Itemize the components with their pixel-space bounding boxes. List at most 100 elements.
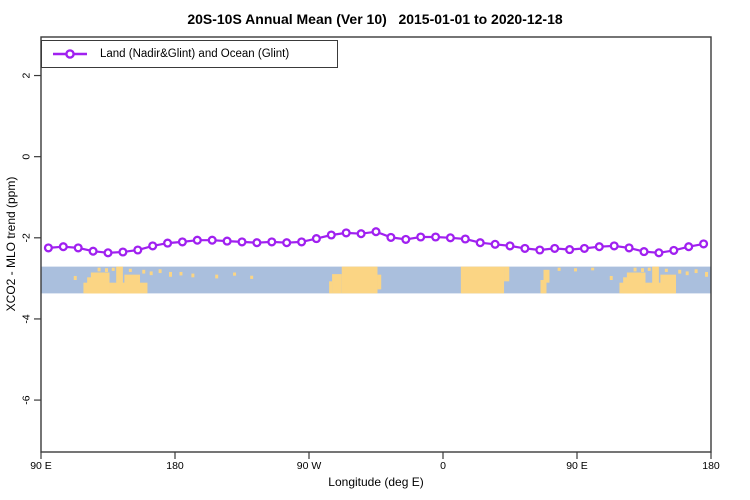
series-marker <box>222 236 232 246</box>
series-marker <box>148 241 158 251</box>
series-marker <box>326 230 336 240</box>
map-land-patch <box>694 269 698 274</box>
map-land-patch <box>142 269 146 274</box>
series-marker <box>371 227 381 237</box>
map-land-patch <box>633 267 637 272</box>
y-tick-label: 0 <box>21 154 33 160</box>
plot-border <box>40 36 712 453</box>
y-tick-label: -4 <box>21 314 33 323</box>
map-land-patch <box>332 274 342 294</box>
map-land-patch <box>124 274 141 294</box>
series-marker <box>609 241 619 251</box>
series-marker <box>431 232 441 242</box>
x-tick-label: 90 E <box>566 460 588 472</box>
map-land-patch <box>557 267 561 271</box>
series-marker <box>699 239 709 249</box>
series-marker <box>460 234 470 244</box>
y-tick-label: 2 <box>21 72 33 78</box>
series-marker <box>297 237 307 247</box>
series-marker <box>282 238 292 248</box>
map-land-patch <box>678 269 682 274</box>
series-marker <box>207 235 217 245</box>
series-marker <box>505 241 515 251</box>
series-marker <box>252 238 262 248</box>
map-strip <box>41 266 711 294</box>
map-land-patch <box>105 268 108 272</box>
map-land-patch <box>191 273 195 278</box>
map-land-patch <box>660 274 677 294</box>
map-land-patch <box>149 271 153 276</box>
series-marker <box>267 237 277 247</box>
series-marker <box>356 229 366 239</box>
series-marker <box>341 228 351 238</box>
map-land-patch <box>705 271 709 277</box>
map-land-patch <box>179 271 183 276</box>
map-land-patch <box>626 272 646 294</box>
map-land-patch <box>83 282 148 294</box>
legend-box: Land (Nadir&Glint) and Ocean (Glint) <box>41 40 338 68</box>
series-marker <box>684 242 694 252</box>
legend-label: Land (Nadir&Glint) and Ocean (Glint) <box>100 48 290 60</box>
map-land-patch <box>329 281 333 294</box>
map-land-patch <box>574 268 577 272</box>
series-marker <box>237 237 247 247</box>
map-land-patch <box>543 269 550 283</box>
series-marker <box>192 235 202 245</box>
series-marker <box>401 234 411 244</box>
series-marker <box>73 243 83 253</box>
series-marker <box>311 234 321 244</box>
map-land-patch <box>250 275 254 279</box>
series-marker <box>535 245 545 255</box>
map-land-patch <box>652 266 659 294</box>
map-land-patch <box>233 272 237 276</box>
series-marker <box>579 243 589 253</box>
series-marker <box>624 243 634 253</box>
series-marker <box>103 248 113 258</box>
map-land-patch <box>158 269 162 274</box>
series-marker <box>88 246 98 256</box>
map-land-patch <box>111 267 115 271</box>
x-tick-label: 90 E <box>30 460 52 472</box>
map-land-patch <box>460 266 505 294</box>
map-land-patch <box>641 268 644 272</box>
series-marker <box>43 243 53 253</box>
series-marker <box>133 245 143 255</box>
map-land-patch <box>609 275 613 280</box>
series-marker <box>386 232 396 242</box>
series-marker <box>416 232 426 242</box>
series-marker <box>177 237 187 247</box>
map-land-patch <box>215 274 219 279</box>
x-tick-label: 180 <box>702 460 720 472</box>
y-tick-label: -2 <box>21 233 33 242</box>
map-land-patch <box>128 268 132 272</box>
map-land-patch <box>169 271 173 277</box>
series-marker <box>639 247 649 257</box>
map-land-patch <box>504 266 510 282</box>
x-axis-title: Longitude (deg E) <box>328 475 424 489</box>
map-land-patch <box>116 266 123 294</box>
x-tick-label: 180 <box>166 460 184 472</box>
series-marker <box>565 245 575 255</box>
map-land-patch <box>90 272 110 294</box>
series-marker <box>445 233 455 243</box>
series-marker <box>669 245 679 255</box>
map-land-patch <box>664 268 668 272</box>
map-land-patch <box>73 275 77 280</box>
legend-line-marker-icon <box>53 49 87 59</box>
map-land-patch <box>341 266 378 294</box>
series-marker <box>654 248 664 258</box>
series-marker <box>58 242 68 252</box>
map-land-patch <box>97 267 101 272</box>
data-series <box>43 227 709 258</box>
x-tick-label: 90 W <box>297 460 322 472</box>
series-marker <box>490 239 500 249</box>
series-marker <box>163 238 173 248</box>
chart-title: 20S-10S Annual Mean (Ver 10) 2015-01-01 … <box>187 11 563 27</box>
series-marker <box>118 247 128 257</box>
map-land-patch <box>619 282 676 294</box>
map-land-patch <box>685 271 689 276</box>
y-tick-label: -6 <box>21 395 33 404</box>
x-tick-label: 0 <box>440 460 446 472</box>
